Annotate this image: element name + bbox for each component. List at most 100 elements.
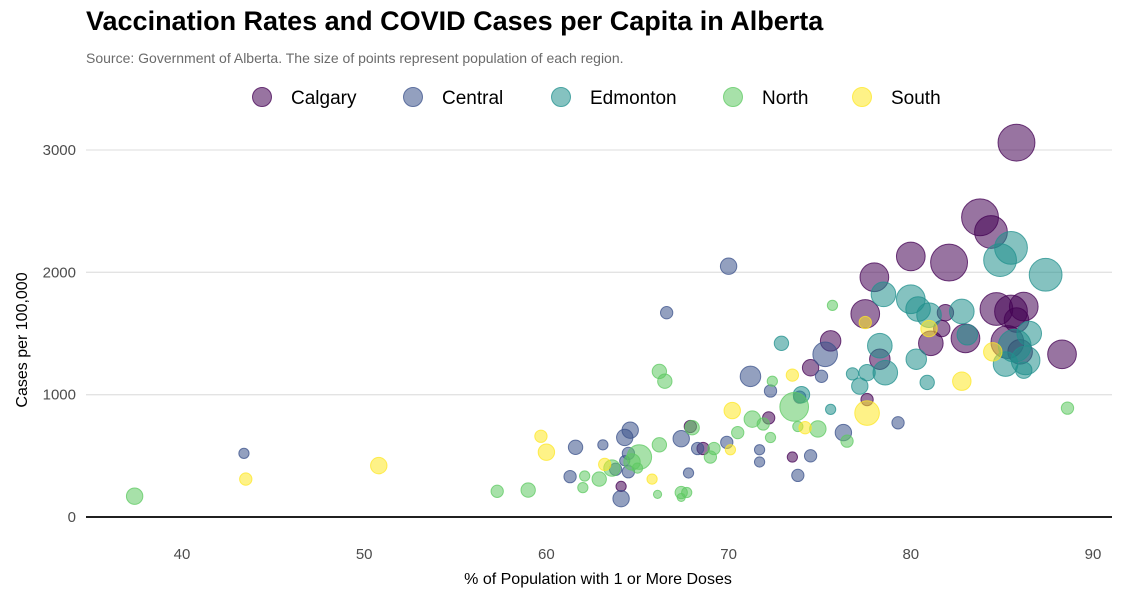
legend-marker [252, 87, 272, 107]
point-central [719, 257, 738, 275]
point-central [563, 469, 577, 484]
point-edmonton [1028, 257, 1063, 292]
point-south [854, 400, 880, 426]
point-central [567, 439, 584, 455]
point-central [791, 468, 805, 483]
x-tick-label: 40 [174, 546, 191, 563]
point-central [238, 447, 250, 460]
point-south [785, 368, 800, 382]
legend-item-north: North [723, 87, 808, 109]
x-axis-title: % of Population with 1 or More Doses [464, 571, 732, 588]
legend: Calgary Central Edmonton North South [252, 87, 941, 109]
point-central [803, 449, 818, 463]
legend-item-south: South [852, 87, 941, 109]
y-tick-label: 0 [68, 509, 76, 526]
point-edmonton [1015, 361, 1033, 379]
point-north [756, 417, 770, 431]
point-north [631, 462, 644, 474]
point-central [660, 306, 674, 320]
point-edmonton [867, 332, 893, 359]
legend-marker [723, 87, 743, 107]
point-central [672, 430, 690, 448]
data-points [125, 123, 1077, 508]
point-central [753, 444, 766, 456]
chart-subtitle: Source: Government of Alberta. The size … [86, 50, 624, 66]
point-north [707, 441, 721, 456]
legend-marker [852, 87, 872, 107]
point-south [858, 315, 872, 330]
point-edmonton [872, 359, 899, 386]
point-north [490, 484, 504, 498]
point-north [766, 375, 778, 387]
point-south [370, 456, 388, 475]
point-edmonton [956, 323, 979, 346]
legend-marker [551, 87, 571, 107]
point-north [652, 489, 663, 499]
point-south [598, 457, 612, 472]
point-calgary [895, 241, 926, 272]
point-edmonton [919, 374, 935, 391]
point-central [616, 428, 634, 447]
point-central [597, 439, 609, 451]
chart-title: Vaccination Rates and COVID Cases per Ca… [86, 6, 824, 36]
point-edmonton [949, 298, 975, 325]
point-north [840, 434, 854, 448]
legend-item-edmonton: Edmonton [551, 87, 677, 109]
point-central [814, 369, 829, 383]
point-edmonton [870, 281, 897, 308]
point-north [731, 425, 745, 440]
point-edmonton [983, 243, 1017, 278]
legend-label: Edmonton [590, 88, 677, 109]
legend-item-calgary: Calgary [252, 87, 357, 109]
x-tick-label: 80 [902, 546, 919, 563]
point-north [826, 299, 839, 311]
point-north [520, 482, 536, 498]
point-edmonton [845, 367, 860, 381]
point-north [125, 487, 144, 505]
point-calgary [997, 123, 1036, 162]
point-central [739, 365, 762, 388]
legend-marker [403, 87, 423, 107]
y-axis-title: Cases per 100,000 [14, 272, 31, 407]
point-edmonton [1016, 320, 1043, 347]
point-edmonton [905, 348, 928, 370]
legend-label: South [891, 88, 941, 109]
point-north [779, 392, 810, 422]
point-north [577, 482, 589, 494]
legend-label: North [762, 88, 808, 109]
point-north [591, 471, 607, 487]
y-tick-label: 2000 [43, 264, 76, 281]
point-north [676, 492, 686, 503]
x-tick-label: 50 [356, 546, 373, 563]
point-south [983, 342, 1003, 362]
point-edmonton [825, 403, 837, 415]
point-south [534, 429, 548, 443]
point-south [537, 443, 556, 461]
point-central [612, 489, 630, 508]
x-tick-label: 70 [720, 546, 737, 563]
point-south [798, 421, 812, 435]
point-north [579, 470, 591, 482]
point-north [809, 420, 827, 438]
point-south [724, 444, 737, 456]
point-central [763, 384, 778, 398]
point-north [651, 437, 668, 453]
y-tick-label: 3000 [43, 142, 76, 159]
point-north [684, 420, 700, 436]
legend-label: Central [442, 88, 503, 109]
point-north [1060, 401, 1075, 415]
point-central [812, 341, 838, 368]
point-edmonton [905, 296, 931, 322]
point-south [952, 371, 972, 391]
point-central [682, 467, 695, 479]
legend-label: Calgary [291, 88, 357, 109]
point-south [920, 319, 938, 338]
point-edmonton [773, 335, 790, 351]
point-south [646, 473, 658, 485]
point-north [764, 431, 777, 444]
axes: 0 1000 2000 3000 40 50 60 70 80 90 % of Population… [14, 142, 1112, 588]
point-south [723, 401, 741, 420]
point-north [657, 373, 673, 389]
point-calgary [801, 359, 820, 377]
